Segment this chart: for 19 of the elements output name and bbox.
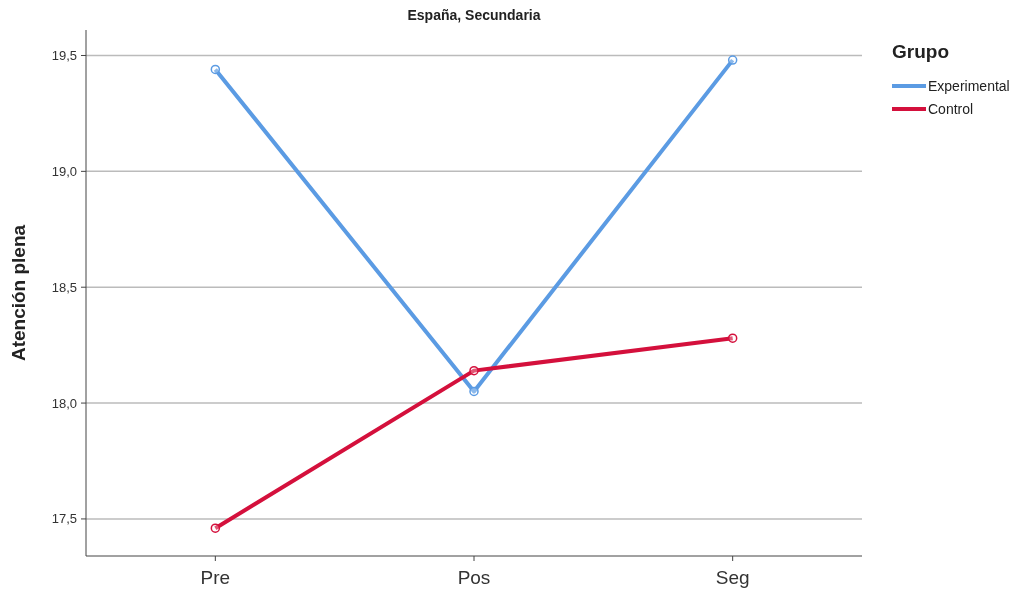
x-tick-label: Pos: [457, 567, 491, 588]
y-tick-label: 19,0: [51, 163, 77, 179]
legend-title: Grupo: [892, 41, 949, 62]
y-axis-title: Atención plena: [8, 224, 29, 362]
legend-label: Experimental: [928, 77, 1010, 94]
point: [469, 365, 479, 376]
y-tick-label: 18,0: [51, 395, 77, 411]
point: [210, 64, 221, 75]
x-tick-label: Pre: [200, 567, 231, 588]
x-tick-label: Seg: [715, 567, 750, 588]
point: [727, 55, 738, 65]
chart-title: España, Secundaria: [407, 7, 541, 23]
legend-label: Control: [928, 100, 974, 117]
y-tick-label: 17,5: [51, 511, 77, 527]
y-tick-label: 18,5: [51, 279, 77, 295]
point: [469, 386, 479, 397]
point: [210, 523, 221, 533]
point: [727, 333, 738, 343]
y-tick-label: 19,5: [51, 48, 77, 64]
